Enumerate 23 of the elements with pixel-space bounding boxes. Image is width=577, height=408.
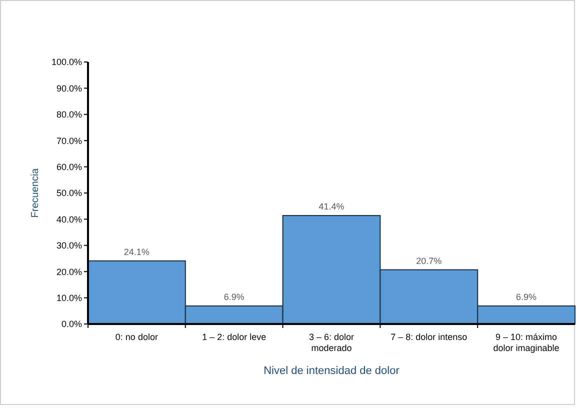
y-tick-label: 40.0%	[56, 214, 82, 224]
x-tick-label: 3 – 6: dolor moderado	[308, 332, 354, 353]
data-label: 20.7%	[416, 256, 442, 266]
x-tick-label: 9 – 10: máximo dolor imaginable	[493, 332, 560, 353]
y-tick-label: 30.0%	[56, 240, 82, 251]
x-axis-title: Nivel de intensidad de dolor	[264, 365, 400, 377]
x-tick-label: 1 – 2: dolor leve	[202, 332, 266, 342]
y-tick-label: 100.0%	[51, 57, 82, 68]
data-label: 24.1%	[124, 246, 150, 257]
x-tick-label: 7 – 8: dolor intenso	[390, 332, 468, 342]
x-tick-label: 0: no dolor	[115, 332, 158, 342]
y-tick-label: 60.0%	[56, 162, 82, 172]
y-tick-label: 10.0%	[56, 292, 82, 303]
data-label: 6.9%	[224, 292, 244, 302]
y-tick-label: 50.0%	[56, 188, 82, 198]
y-tick-label: 70.0%	[56, 136, 82, 146]
data-label: 41.4%	[318, 202, 344, 212]
y-tick-label: 0.0%	[61, 319, 82, 330]
data-label: 6.9%	[516, 292, 537, 302]
y-tick-label: 80.0%	[56, 110, 82, 120]
y-tick-label: 20.0%	[56, 266, 82, 277]
y-tick-label: 90.0%	[56, 83, 82, 94]
y-axis-title: Frecuencia	[30, 168, 41, 218]
